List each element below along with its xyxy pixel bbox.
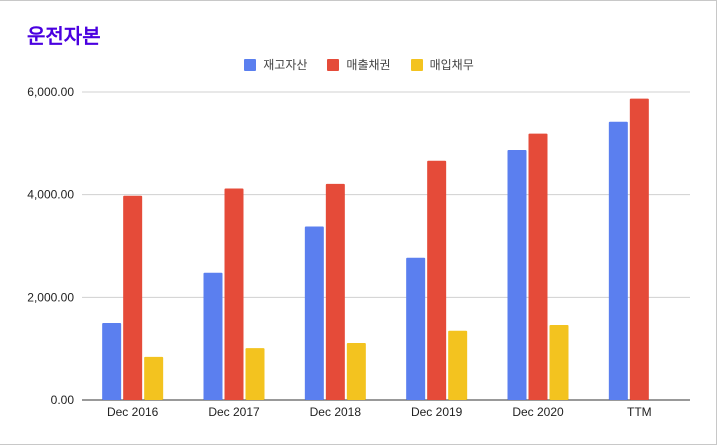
bar [203,272,223,400]
x-tick-label: Dec 2016 [107,405,159,419]
bar [507,150,527,400]
legend-item-inventory[interactable]: 재고자산 [244,56,307,73]
chart-title: 운전자본 [27,24,101,48]
bar [224,188,244,400]
x-tick-label: TTM [627,405,652,419]
legend-swatch [410,58,423,71]
legend-item-payables[interactable]: 매입채무 [410,56,474,73]
legend-swatch [244,58,257,71]
bar [608,121,628,401]
x-tick-label: Dec 2020 [512,405,564,419]
x-tick-label: Dec 2018 [310,405,362,419]
bar [325,183,345,400]
y-tick-label: 6,000.00 [27,85,74,99]
legend-swatch [327,58,340,71]
y-tick-label: 2,000.00 [27,290,74,304]
bar [346,343,366,400]
bar [629,98,649,400]
y-tick-label: 4,000.00 [27,188,74,202]
x-tick-label: Dec 2017 [208,405,260,419]
y-tick-label: 0.00 [51,393,75,407]
bar [549,325,569,400]
bar [406,257,426,400]
x-tick-label: Dec 2019 [411,405,463,419]
bar [245,348,265,400]
bar [144,356,164,400]
bar [102,323,122,400]
bar [528,133,548,400]
legend-label: 매출채권 [346,58,391,72]
bar [448,330,468,400]
legend-item-receivables[interactable]: 매출채권 [327,56,391,73]
bar [427,160,447,400]
bar [123,195,143,400]
bar [304,226,324,400]
legend-label: 재고자산 [263,58,308,72]
legend-label: 매입채무 [429,58,474,72]
chart-legend: 재고자산 매출채권 매입채무 [0,56,718,73]
